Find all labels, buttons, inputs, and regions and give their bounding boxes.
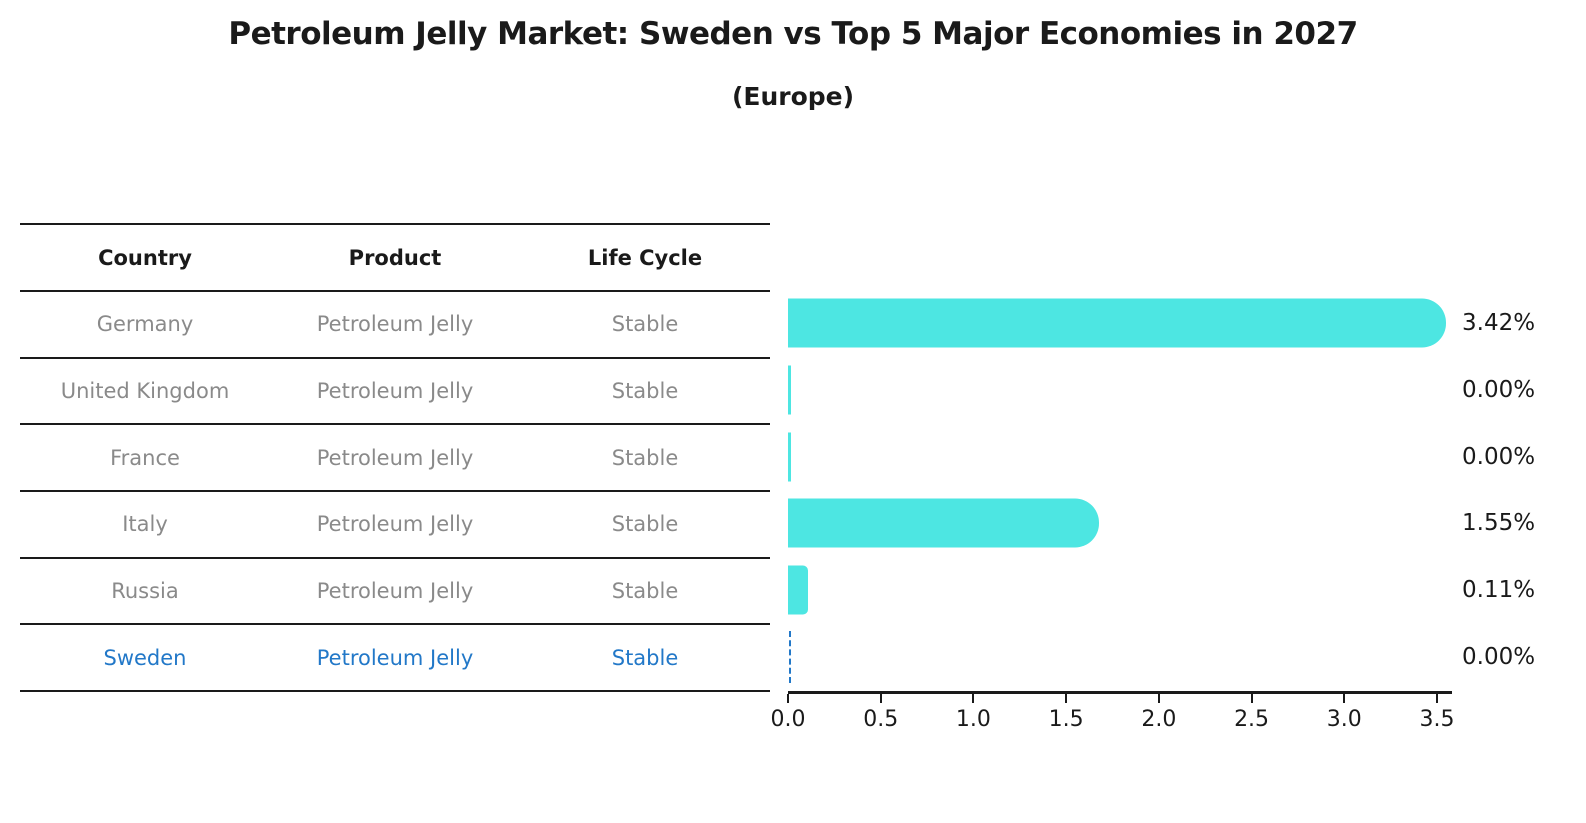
bar-france bbox=[788, 432, 791, 482]
cell-country: France bbox=[110, 445, 180, 470]
bar-sweden-dashed-marker bbox=[789, 630, 791, 683]
cell-country: Russia bbox=[111, 578, 179, 603]
cell-product: Petroleum Jelly bbox=[316, 312, 474, 337]
cell-country: Germany bbox=[96, 312, 194, 337]
bar-germany bbox=[788, 298, 1447, 348]
cell-life-cycle: Stable bbox=[611, 578, 679, 603]
bar-slot-russia: 0.11% bbox=[788, 557, 1586, 624]
x-tick-label: 1.5 bbox=[1048, 707, 1084, 732]
x-tick-label: 0.5 bbox=[863, 707, 899, 732]
page-subtitle: (Europe) bbox=[731, 82, 855, 111]
x-axis: 0.0 0.5 1.0 1.5 2.0 2.5 3.0 3.5 bbox=[771, 691, 1586, 741]
cell-product: Petroleum Jelly bbox=[316, 578, 474, 603]
cell-product: Petroleum Jelly bbox=[316, 445, 474, 470]
x-tick bbox=[787, 694, 789, 703]
x-axis-spine bbox=[788, 691, 1452, 694]
cell-product: Petroleum Jelly bbox=[316, 645, 474, 670]
table-header-row: Country Product Life Cycle bbox=[20, 223, 770, 290]
cell-life-cycle: Stable bbox=[611, 378, 679, 403]
col-header-life-cycle: Life Cycle bbox=[587, 245, 703, 270]
x-tick-label: 0.0 bbox=[770, 707, 806, 732]
cell-life-cycle: Stable bbox=[611, 445, 679, 470]
bar-slot-italy: 1.55% bbox=[788, 490, 1586, 557]
x-tick-label: 2.0 bbox=[1141, 707, 1177, 732]
value-label: 3.42% bbox=[1462, 310, 1536, 337]
x-tick bbox=[1157, 694, 1160, 703]
value-label: 0.00% bbox=[1462, 443, 1536, 470]
cell-country: United Kingdom bbox=[60, 378, 230, 403]
table-row-germany: Germany Petroleum Jelly Stable bbox=[20, 290, 770, 357]
x-tick bbox=[1436, 694, 1438, 703]
bar-chart: 3.42% 0.00% 0.00% 1.55% 0.11% 0.00% bbox=[788, 290, 1586, 690]
bar-russia bbox=[788, 565, 809, 615]
x-tick-label: 2.5 bbox=[1234, 707, 1270, 732]
value-label: 0.11% bbox=[1462, 576, 1536, 603]
bar-slot-germany: 3.42% bbox=[788, 290, 1586, 357]
cell-life-cycle: Stable bbox=[611, 512, 679, 537]
table-row-italy: Italy Petroleum Jelly Stable bbox=[20, 489, 770, 557]
table-row-france: France Petroleum Jelly Stable bbox=[20, 423, 770, 490]
cell-life-cycle: Stable bbox=[611, 645, 679, 670]
cell-life-cycle: Stable bbox=[611, 312, 679, 337]
bar-slot-united-kingdom: 0.00% bbox=[788, 357, 1586, 424]
table-row-russia: Russia Petroleum Jelly Stable bbox=[20, 556, 770, 624]
x-tick bbox=[1065, 694, 1068, 703]
bar-slot-france: 0.00% bbox=[788, 423, 1586, 490]
col-header-product: Product bbox=[348, 245, 442, 270]
x-tick-label: 3.5 bbox=[1419, 707, 1455, 732]
x-tick bbox=[972, 694, 975, 703]
value-label: 1.55% bbox=[1462, 510, 1536, 537]
x-tick bbox=[1343, 694, 1346, 703]
cell-product: Petroleum Jelly bbox=[316, 378, 474, 403]
x-tick bbox=[1250, 694, 1253, 703]
country-table: Country Product Life Cycle Germany Petro… bbox=[20, 223, 770, 692]
bar-italy bbox=[788, 498, 1100, 548]
col-header-country: Country bbox=[98, 245, 192, 270]
cell-country: Sweden bbox=[103, 645, 187, 670]
value-label: 0.00% bbox=[1462, 376, 1536, 403]
x-tick bbox=[879, 694, 882, 703]
x-tick-label: 1.0 bbox=[955, 707, 991, 732]
cell-product: Petroleum Jelly bbox=[316, 512, 474, 537]
table-row-sweden-highlighted: Sweden Petroleum Jelly Stable bbox=[20, 623, 770, 690]
bar-slot-sweden: 0.00% bbox=[788, 623, 1586, 690]
value-label: 0.00% bbox=[1462, 643, 1536, 670]
cell-country: Italy bbox=[122, 512, 168, 537]
table-row-united-kingdom: United Kingdom Petroleum Jelly Stable bbox=[20, 356, 770, 424]
bar-united-kingdom bbox=[788, 365, 791, 415]
page-title: Petroleum Jelly Market: Sweden vs Top 5 … bbox=[228, 16, 1358, 52]
x-tick-label: 3.0 bbox=[1326, 707, 1362, 732]
